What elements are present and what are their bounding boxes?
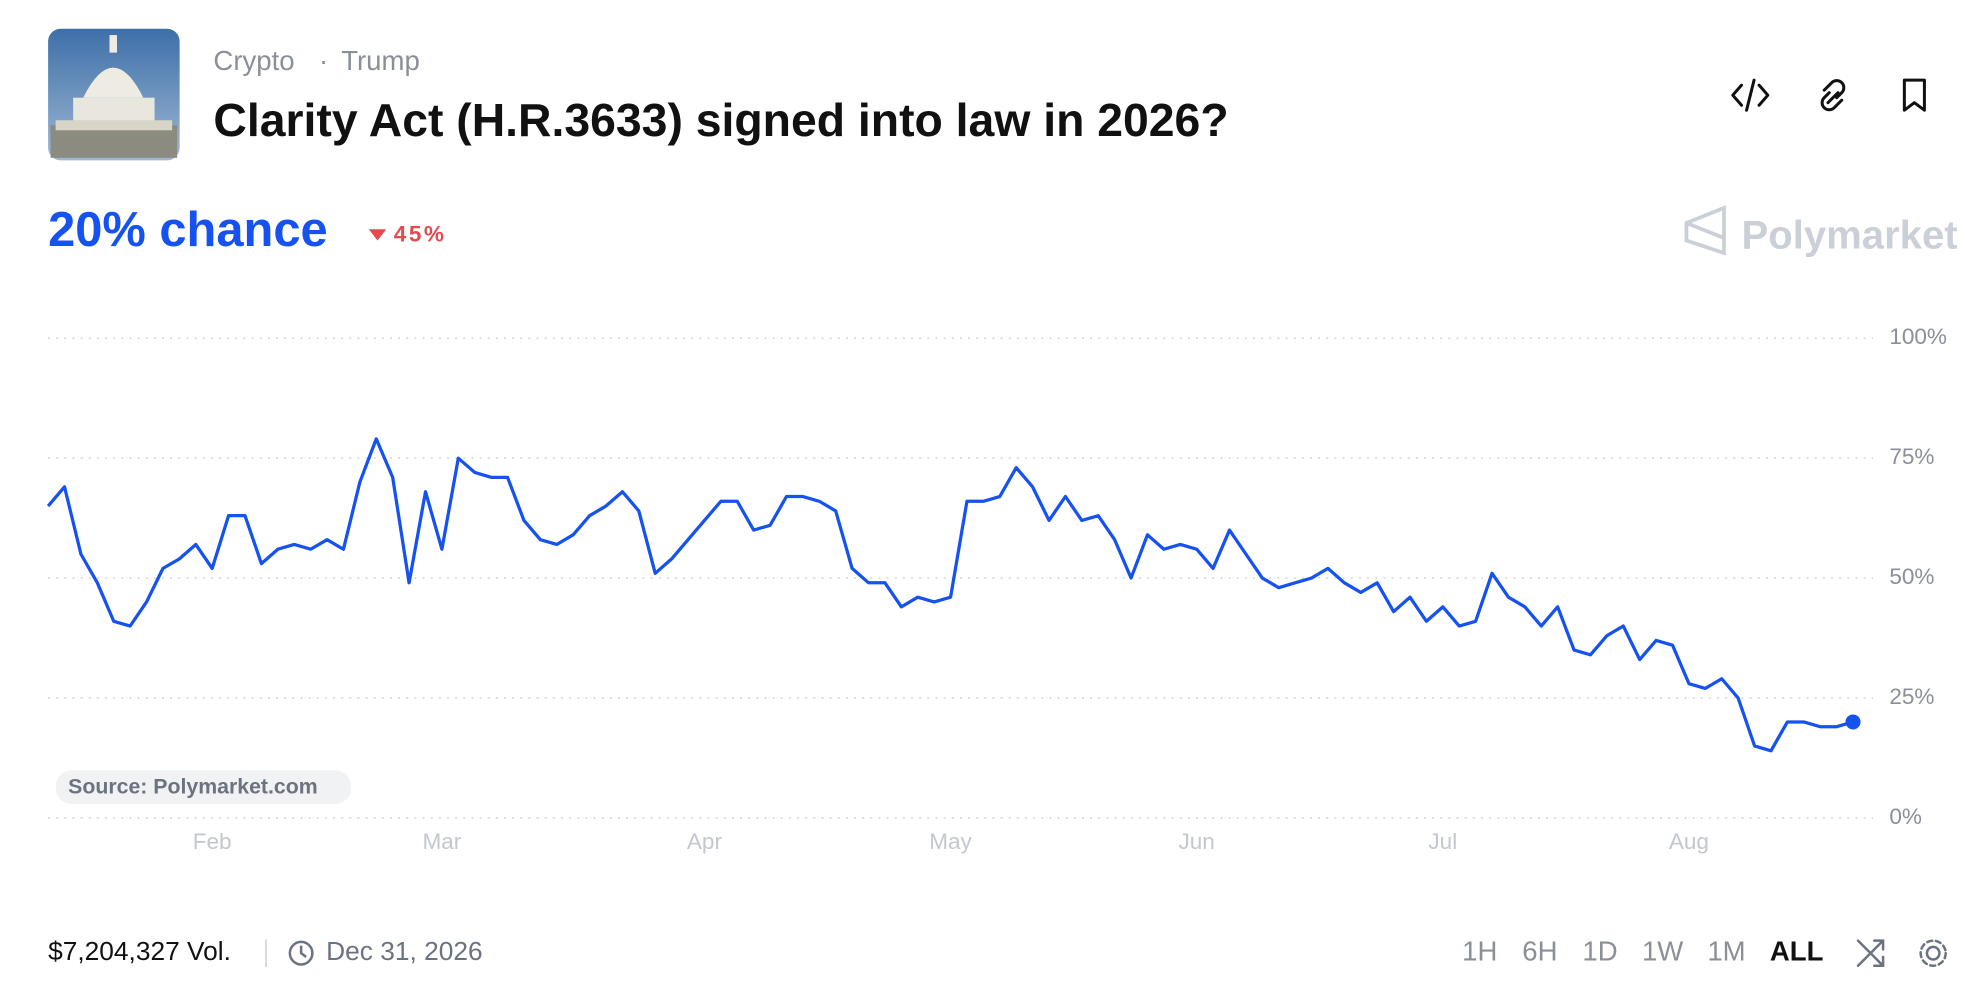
x-tick-label: May	[929, 829, 972, 854]
category[interactable]: Crypto	[213, 45, 294, 76]
x-tick-label: Apr	[687, 829, 723, 854]
shuffle-icon[interactable]	[1856, 939, 1885, 967]
chart: 0% 25% 50% 75% 100% Feb Mar Apr May Jun Jul Aug	[46, 324, 1947, 854]
embed-icon[interactable]	[1731, 78, 1770, 112]
link-icon[interactable]	[1820, 79, 1846, 112]
range-button[interactable]: 1D	[1582, 935, 1617, 966]
x-tick-label: Mar	[422, 829, 461, 854]
range-button[interactable]: 1H	[1462, 935, 1497, 966]
x-tick-label: Jul	[1428, 829, 1457, 854]
range-button[interactable]: 1M	[1707, 935, 1745, 966]
down-arrow	[368, 229, 387, 241]
bookmark-icon[interactable]	[1902, 78, 1926, 112]
settings-icon[interactable]	[1919, 939, 1947, 967]
price-line	[46, 437, 1854, 753]
separator: ·	[319, 45, 328, 76]
market-image	[48, 28, 180, 161]
x-tick-label: Aug	[1669, 829, 1709, 854]
chance: 20% chance	[48, 203, 328, 257]
end-date: Dec 31, 2026	[326, 936, 482, 966]
y-tick-label: 50%	[1889, 564, 1934, 589]
y-tick-label: 25%	[1889, 684, 1934, 709]
x-tick-label: Feb	[193, 829, 232, 854]
source-badge	[55, 770, 352, 805]
change: 45%	[394, 221, 447, 246]
y-tick-label: 0%	[1889, 804, 1922, 829]
range-selector: 1H 6H 1D 1W 1M ALL	[1462, 935, 1823, 966]
clock-icon	[288, 940, 314, 966]
range-button[interactable]: ALL	[1770, 935, 1824, 966]
tag[interactable]: Trump	[341, 45, 420, 76]
brand-logo	[1684, 205, 1726, 256]
range-button[interactable]: 6H	[1522, 935, 1557, 966]
brand: Polymarket	[1742, 214, 1958, 258]
y-tick-label: 75%	[1889, 444, 1934, 469]
last-point	[1845, 714, 1861, 730]
x-tick-label: Jun	[1179, 829, 1215, 854]
title: Clarity Act (H.R.3633) signed into law i…	[213, 94, 1228, 146]
range-button[interactable]: 1W	[1642, 935, 1683, 966]
volume: $7,204,327 Vol.	[48, 936, 231, 966]
y-tick-label: 100%	[1889, 324, 1947, 349]
source: Source: Polymarket.com	[68, 774, 318, 798]
